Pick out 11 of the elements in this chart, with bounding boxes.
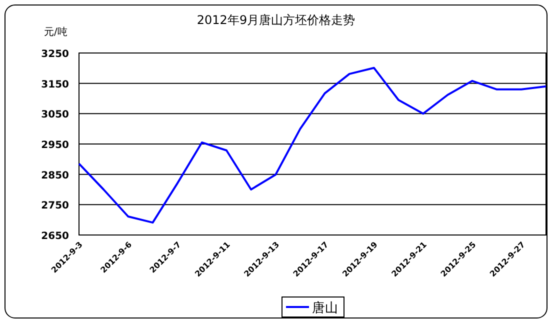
y-tick-label: 2850 xyxy=(41,170,70,182)
chart-title: 2012年9月唐山方坯价格走势 xyxy=(196,13,356,27)
y-tick-label: 3250 xyxy=(41,49,70,60)
y-tick-label: 3050 xyxy=(41,110,70,121)
y-tick-label: 2750 xyxy=(41,200,70,212)
legend: 唐山 xyxy=(282,296,344,318)
y-tick-label: 3150 xyxy=(41,79,70,90)
y-axis-title: 元/吨 xyxy=(44,26,68,38)
legend-label: 唐山 xyxy=(312,301,338,316)
y-tick-label: 2650 xyxy=(41,231,70,242)
y-tick-label: 2950 xyxy=(41,140,70,151)
